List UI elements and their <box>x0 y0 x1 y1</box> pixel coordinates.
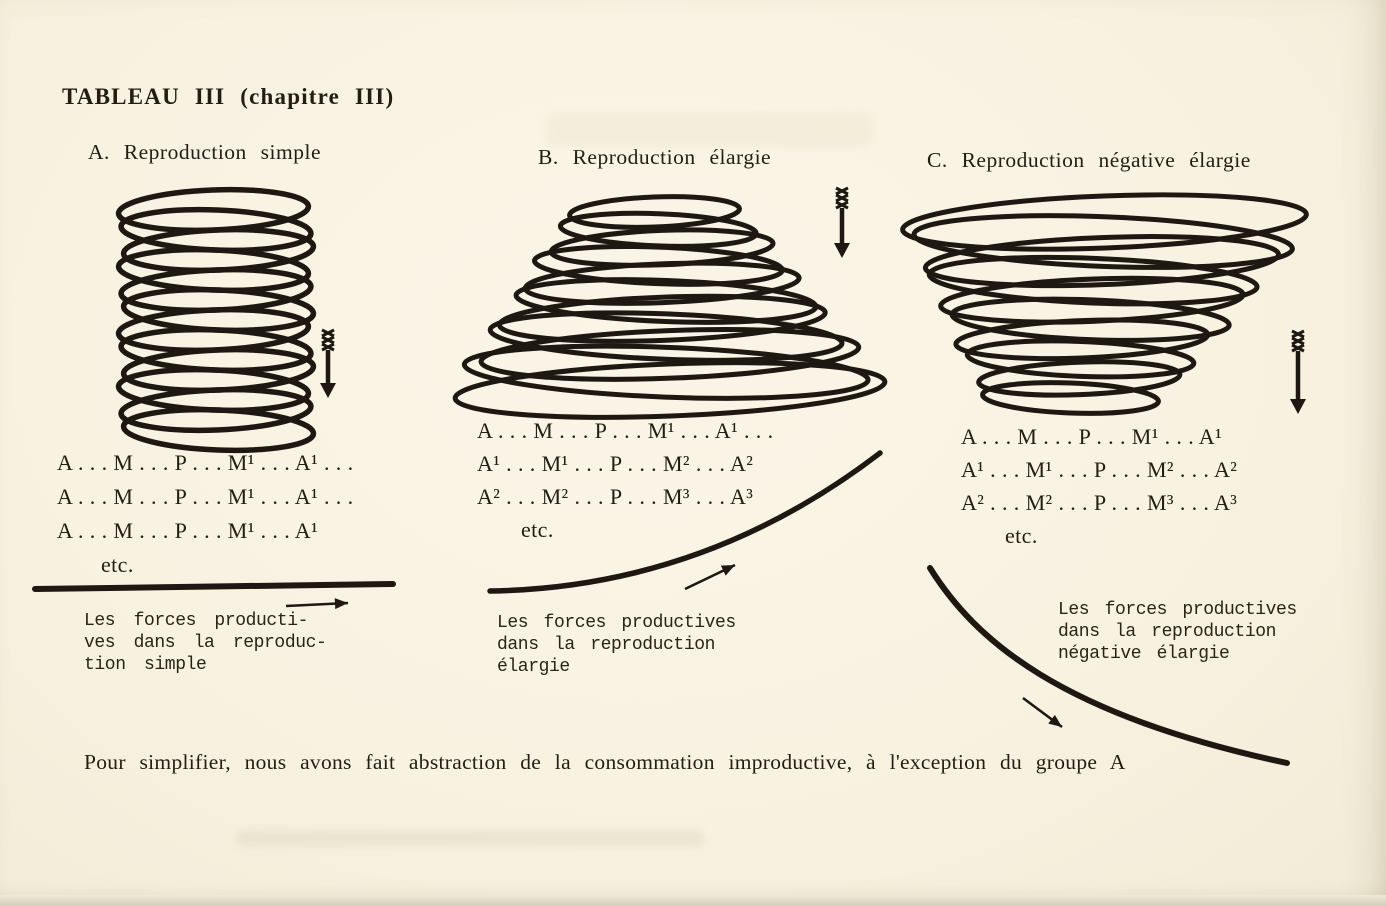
formula-line: A¹ . . . M¹ . . . P . . . M² . . . A² <box>477 451 754 476</box>
spiral-coil-simple <box>115 186 317 454</box>
caption-b: Les forces productives dans la reproduct… <box>497 612 736 678</box>
caption-line: tion simple <box>84 655 207 675</box>
spiral-coil-contracting <box>900 192 1309 416</box>
formula-line: A² . . . M² . . . P . . . M³ . . . A³ <box>961 490 1238 515</box>
caption-line: élargie <box>497 657 570 677</box>
etc-label: etc. <box>521 517 554 542</box>
caption-line: ves dans la reproduc- <box>84 633 327 653</box>
formula-line: A . . . M . . . P . . . M¹ . . . A¹ . . … <box>477 418 774 443</box>
down-right-arrow-icon <box>1022 696 1063 729</box>
footnote: Pour simplifier, nous avons fait abstrac… <box>84 750 1126 774</box>
caption-c: Les forces productives dans la reproduct… <box>1058 599 1297 665</box>
growth-curve <box>487 450 883 594</box>
section-a-label: A. Reproduction simple <box>88 140 322 164</box>
caption-line: négative élargie <box>1058 644 1230 664</box>
scan-edge-band <box>0 895 1386 906</box>
down-arrow-icon <box>1290 329 1306 414</box>
section-c-label: C. Reproduction négative élargie <box>927 148 1251 172</box>
formula-line: A . . . M . . . P . . . M¹ . . . A¹ . . … <box>57 450 354 475</box>
spiral-coil-expanding <box>452 194 888 420</box>
formula-block-a: A . . . M . . . P . . . M¹ . . . A¹ . . … <box>57 446 353 582</box>
caption-line: dans la reproduction <box>497 635 716 655</box>
figure-title: TABLEAU III (chapitre III) <box>62 84 395 109</box>
formula-line: A¹ . . . M¹ . . . P . . . M² . . . A² <box>961 457 1238 482</box>
etc-label: etc. <box>101 552 134 577</box>
caption-line: Les forces productives <box>1058 600 1297 620</box>
caption-line: dans la reproduction <box>1058 622 1277 642</box>
formula-line: A² . . . M² . . . P . . . M³ . . . A³ <box>477 484 754 509</box>
up-right-arrow-icon <box>684 563 736 591</box>
formula-block-b: A . . . M . . . P . . . M¹ . . . A¹ . . … <box>477 414 773 546</box>
formula-line: A . . . M . . . P . . . M¹ . . . A¹ <box>57 518 319 543</box>
caption-line: Les forces productives <box>497 613 736 633</box>
formula-line: A . . . M . . . P . . . M¹ . . . A¹ . . … <box>57 484 354 509</box>
down-arrow-icon <box>320 328 336 398</box>
section-b-label: B. Reproduction élargie <box>538 145 772 169</box>
down-arrow-icon <box>834 186 850 258</box>
caption-line: Les forces producti- <box>84 611 309 631</box>
decline-curve <box>927 565 1290 766</box>
formula-block-c: A . . . M . . . P . . . M¹ . . . A¹ A¹ .… <box>961 420 1237 552</box>
etc-label: etc. <box>1005 523 1038 548</box>
formula-line: A . . . M . . . P . . . M¹ . . . A¹ <box>961 424 1223 449</box>
right-arrow-icon <box>285 598 349 610</box>
caption-a: Les forces producti- ves dans la reprodu… <box>84 610 327 676</box>
horizontal-baseline-rule <box>32 581 396 592</box>
